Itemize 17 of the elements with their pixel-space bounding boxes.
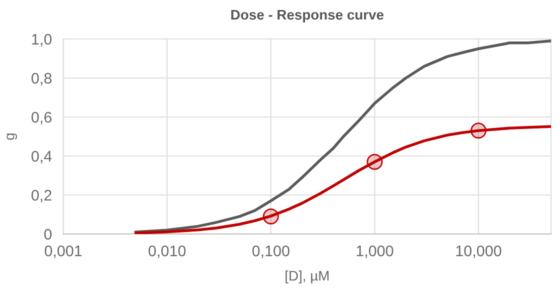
x-tick-label: 10,000 [456,246,502,258]
x-tick-label: 0,100 [252,246,290,258]
x-axis-title: [D], µM [286,270,329,284]
point [262,208,279,224]
y-tick-label: 0,6 [32,112,52,124]
y-tick-label: 0,8 [32,72,52,86]
point [470,122,486,139]
y-axis-title: g [6,134,18,140]
x-tick-label: 1,000 [356,246,394,258]
y-tick-label: 1,0 [32,34,52,46]
x-tick-label: 0,010 [148,246,186,258]
y-tick-label: 0,2 [32,190,52,202]
point [366,154,383,170]
chart-title: Dose - Response curve [231,10,384,22]
y-tick-label: 0,4 [32,150,52,164]
x-tick-label: 0,001 [44,246,82,258]
y-tick-label: 0 [44,228,52,240]
